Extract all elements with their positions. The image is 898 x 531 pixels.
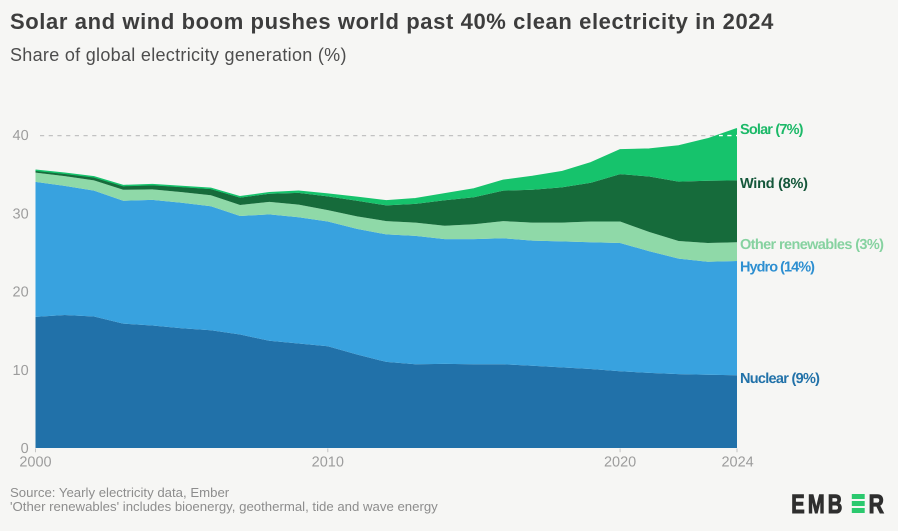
svg-text:EMB: EMB: [791, 489, 845, 519]
svg-text:2000: 2000: [19, 454, 51, 470]
svg-text:10: 10: [13, 363, 29, 379]
svg-text:Hydro (14%): Hydro (14%): [740, 260, 815, 276]
svg-text:Solar (7%): Solar (7%): [740, 122, 804, 138]
svg-text:Nuclear (9%): Nuclear (9%): [740, 371, 820, 387]
svg-text:2024: 2024: [721, 454, 753, 470]
svg-text:0: 0: [21, 441, 29, 457]
svg-text:Other renewables (3%): Other renewables (3%): [740, 237, 884, 253]
svg-text:2020: 2020: [604, 454, 636, 470]
svg-text:40: 40: [13, 128, 29, 144]
svg-text:R: R: [869, 489, 884, 519]
svg-text:30: 30: [13, 207, 29, 223]
svg-text:Wind (8%): Wind (8%): [740, 176, 808, 192]
svg-text:2010: 2010: [312, 454, 344, 470]
svg-text:20: 20: [13, 285, 29, 301]
